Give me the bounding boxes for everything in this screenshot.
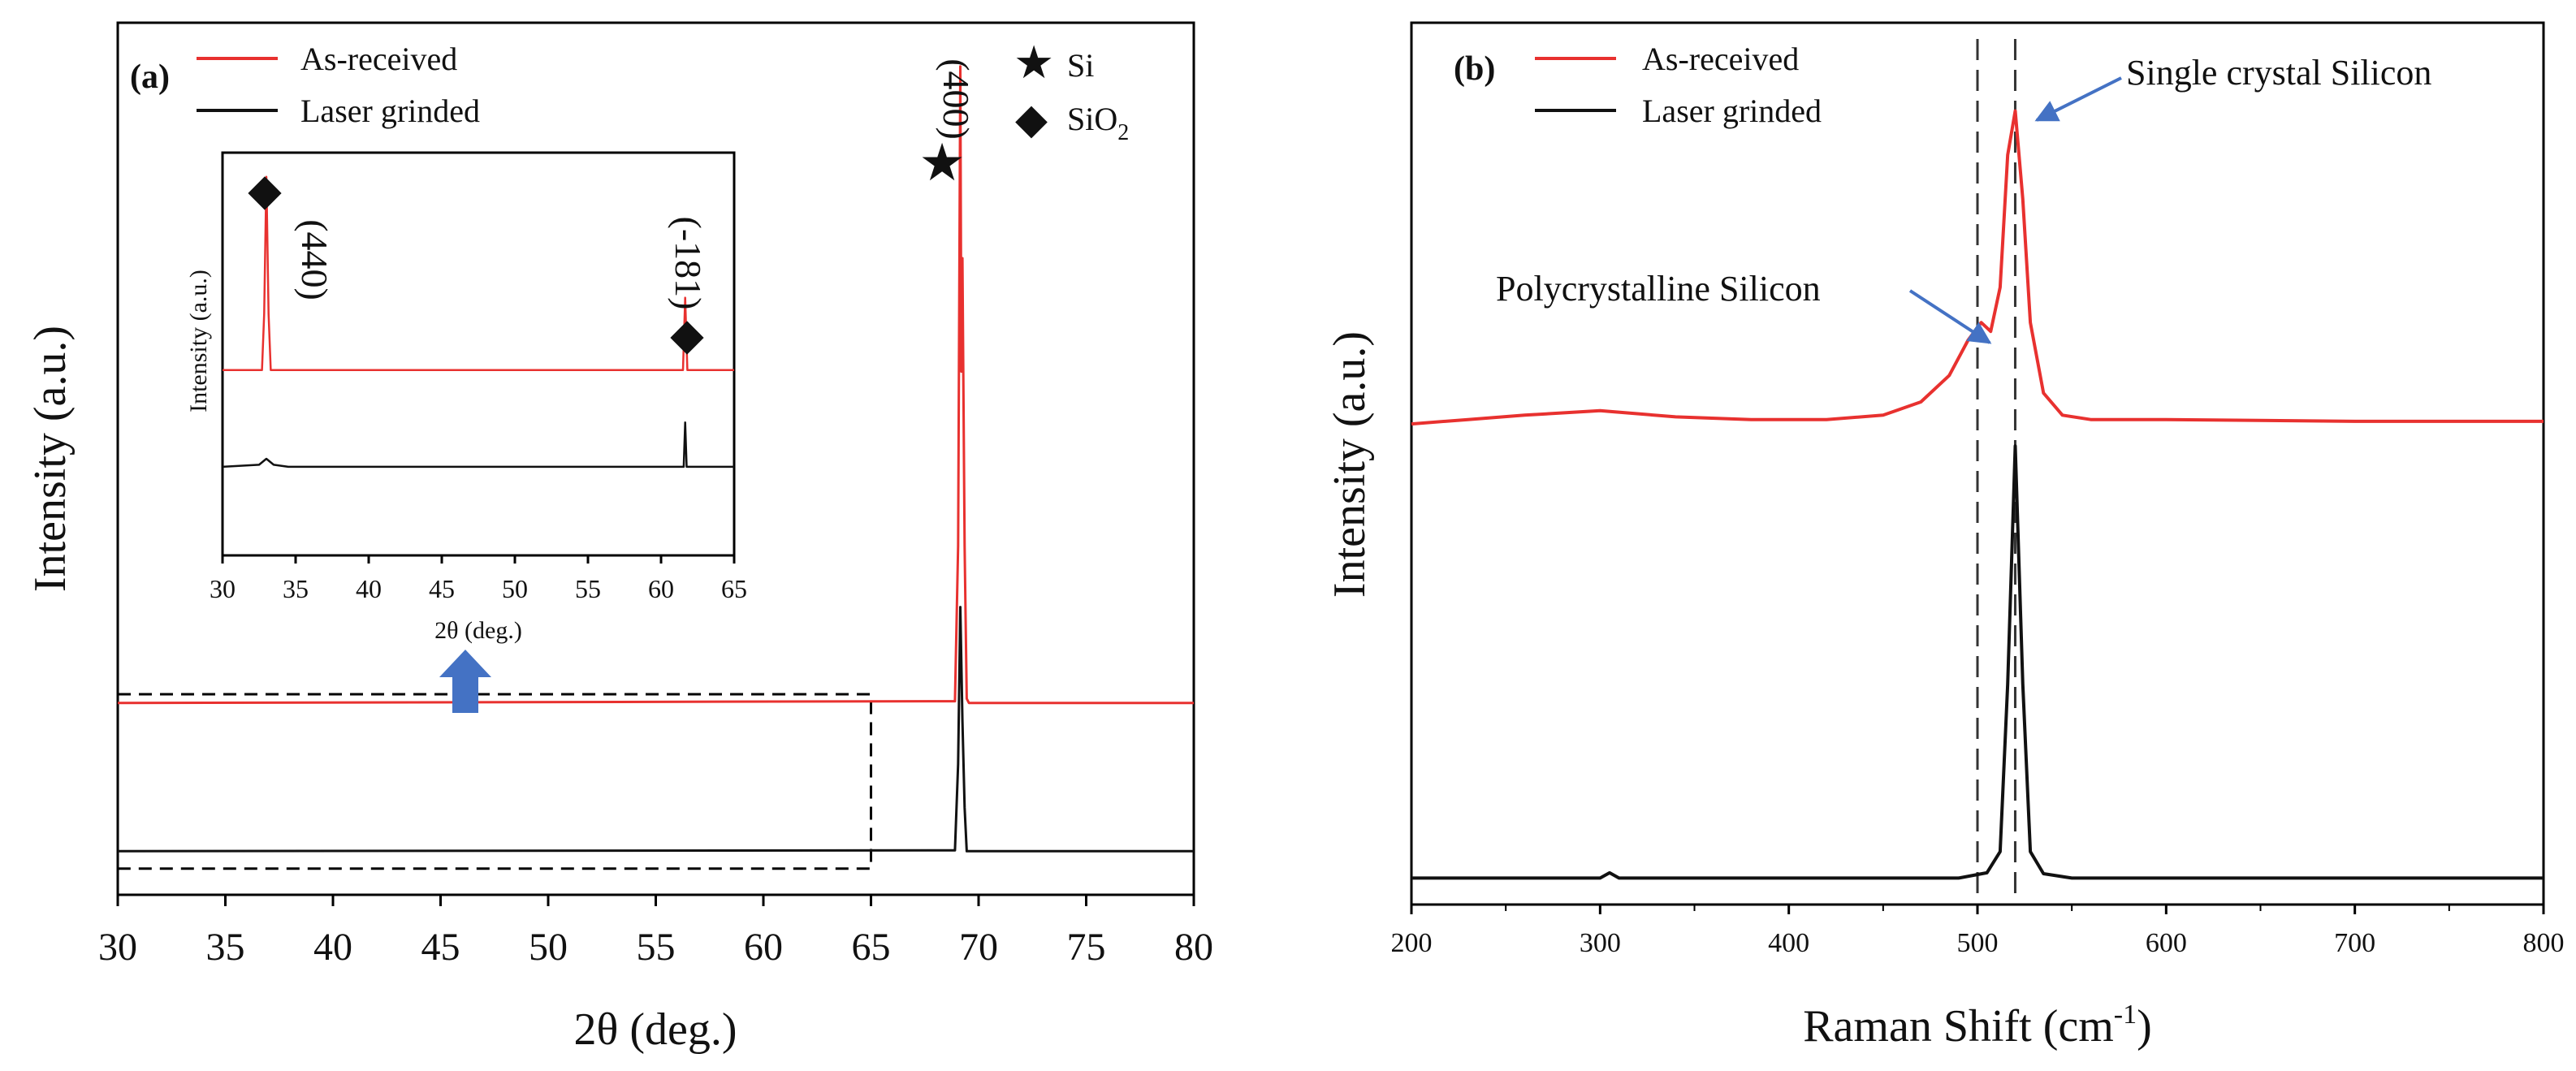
- inset-x-tick-label: 65: [721, 574, 747, 603]
- peak-symbol-si-400: ★: [918, 134, 965, 192]
- legend-label-as-received: As-received: [300, 41, 457, 77]
- inset-peak-label-181: (-181): [668, 217, 709, 310]
- panel-a-x-axis-title: 2θ (deg.): [574, 1004, 737, 1055]
- panel-b-x-tick-label: 600: [2146, 928, 2187, 958]
- panel-a-x-tick-label: 30: [98, 926, 137, 969]
- inset-series-laser-grinded: [222, 421, 734, 469]
- panel-b-series-laser-grinded: [1411, 444, 2544, 880]
- inset-x-tick-label: 30: [210, 574, 236, 603]
- panel-a-x-tick-label: 50: [529, 926, 568, 969]
- panel-b-x-tick-label: 800: [2523, 928, 2565, 958]
- legend-b-label-laser-grinded: Laser grinded: [1642, 93, 1822, 129]
- panel-a-x-tick-label: 55: [637, 926, 676, 969]
- peak-label-400: (400): [936, 58, 977, 140]
- inset-x-tick-label: 45: [429, 574, 455, 603]
- panel-b-x-tick-label: 400: [1768, 928, 1809, 958]
- legend-b-label-as-received: As-received: [1642, 41, 1799, 77]
- phase-legend-si-symbol: ★: [1014, 38, 1054, 89]
- panel-a-x-tick-label: 65: [852, 926, 891, 969]
- phase-legend-si-label: Si: [1067, 47, 1094, 84]
- panel-a-x-tick-label: 75: [1067, 926, 1106, 969]
- phase-legend-sio2-subscript: 2: [1117, 120, 1129, 145]
- panel-b-plot-frame: [1410, 21, 2545, 906]
- annotation-polycrystalline: Polycrystalline Silicon: [1496, 269, 1821, 309]
- panel-b-x-tick-label: 700: [2334, 928, 2375, 958]
- panel-b-x-tick-label: 300: [1580, 928, 1621, 958]
- panel-b-chart: 200 300 400 500 600 700 800 (b) As-received La…: [1325, 21, 2565, 1052]
- annotation-single-crystal: Single crystal Silicon: [2126, 53, 2431, 93]
- inset-x-tick-label: 40: [356, 574, 382, 603]
- inset-plot-frame: [221, 151, 736, 557]
- inset-y-axis-title: Intensity (a.u.): [185, 270, 212, 412]
- inset-x-tick-label: 35: [283, 574, 309, 603]
- panel-b-x-tick-label: 200: [1391, 928, 1433, 958]
- inset-x-tick-label: 50: [502, 574, 528, 603]
- phase-legend-sio2-symbol: ◆: [1015, 97, 1048, 143]
- panel-a-highlight-box: [116, 693, 872, 870]
- panel-a-label: (a): [130, 58, 170, 96]
- annotation-single-crystal-arrow: [2034, 76, 2122, 122]
- legend-label-laser-grinded: Laser grinded: [300, 93, 480, 129]
- panel-b-x-tick-label: 500: [1957, 928, 1999, 958]
- panel-b-x-axis-superscript: -1: [2114, 1000, 2137, 1030]
- panel-a-x-tick-label: 40: [313, 926, 352, 969]
- inset-peak-label-440: (440): [294, 219, 335, 300]
- panel-a-x-tick-label: 70: [959, 926, 998, 969]
- inset-series-as-received: [223, 175, 734, 372]
- phase-legend-sio2-label: SiO2: [1067, 101, 1129, 145]
- panel-b-y-axis-title: Intensity (a.u.): [1325, 331, 1375, 598]
- panel-a-x-tick-label: 80: [1174, 926, 1213, 969]
- panel-a-series-laser-grinded: [117, 606, 1194, 853]
- panel-a-x-tick-label: 60: [744, 926, 783, 969]
- panel-a-x-tick-label: 35: [206, 926, 245, 969]
- inset-x-tick-label: 55: [575, 574, 601, 603]
- inset-peak-symbol-440: ◆: [248, 166, 282, 214]
- inset-x-axis-title: 2θ (deg.): [434, 617, 522, 644]
- panel-a-chart: 30 35 40 45 50 55 60 65 70 75 80 (a) As-received L…: [25, 21, 1213, 1055]
- panel-a-inset-chart: 30 35 40 45 50 55 60 65 2θ (deg.) Intensity (a.…: [185, 151, 747, 644]
- panel-a-series-as-received: [117, 65, 1194, 705]
- annotation-polycrystalline-arrow: [1908, 289, 1992, 344]
- inset-peak-symbol-181: ◆: [670, 310, 704, 359]
- inset-x-tick-label: 60: [648, 574, 674, 603]
- panel-a-y-axis-title: Intensity (a.u.): [25, 326, 76, 592]
- panel-a-x-tick-label: 45: [421, 926, 460, 969]
- panel-b-x-axis-title: Raman Shift (cm-1): [1803, 1000, 2152, 1052]
- panel-b-label: (b): [1454, 50, 1495, 88]
- zoom-up-arrow: [439, 650, 491, 713]
